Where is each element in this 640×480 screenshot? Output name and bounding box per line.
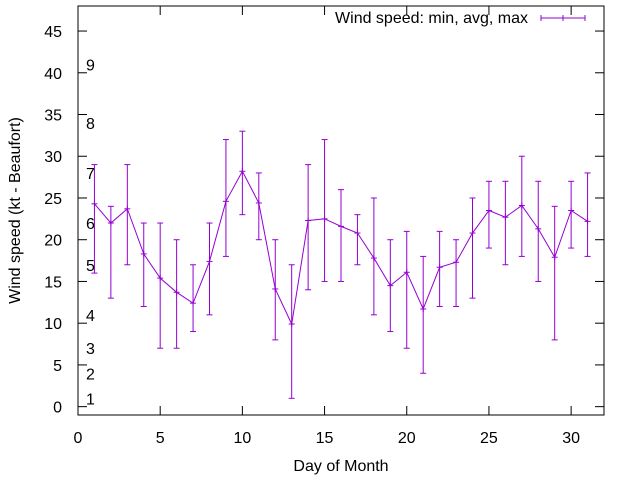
legend: Wind speed: min, avg, max bbox=[335, 10, 586, 27]
y-tick-label: 25 bbox=[44, 191, 62, 208]
beaufort-label: 3 bbox=[86, 341, 95, 358]
data-point-21 bbox=[420, 255, 427, 374]
data-point-17 bbox=[354, 214, 361, 266]
data-point-19 bbox=[387, 239, 394, 333]
data-point-13 bbox=[288, 264, 295, 399]
data-point-11 bbox=[255, 172, 262, 241]
data-point-28 bbox=[535, 180, 542, 282]
data-point-25 bbox=[485, 180, 492, 249]
y-tick-label: 20 bbox=[44, 233, 62, 250]
data-point-27 bbox=[518, 155, 525, 257]
beaufort-label: 1 bbox=[86, 391, 95, 408]
data-point-22 bbox=[436, 230, 443, 307]
x-axis-title: Day of Month bbox=[293, 458, 388, 475]
beaufort-label: 8 bbox=[86, 116, 95, 133]
y-tick-label: 35 bbox=[44, 108, 62, 125]
x-tick-label: 5 bbox=[156, 430, 165, 447]
y-axis-title: Wind speed (kt - Beaufort) bbox=[7, 117, 24, 304]
data-point-6 bbox=[173, 239, 180, 349]
beaufort-label: 7 bbox=[86, 166, 95, 183]
data-point-23 bbox=[453, 239, 460, 307]
data-point-10 bbox=[239, 130, 246, 216]
data-point-15 bbox=[321, 139, 328, 282]
y-tick-label: 5 bbox=[53, 358, 62, 375]
data-point-8 bbox=[206, 222, 213, 316]
legend-key bbox=[540, 15, 586, 21]
data-point-26 bbox=[502, 180, 509, 266]
x-tick-label: 30 bbox=[562, 430, 580, 447]
beaufort-label: 9 bbox=[86, 57, 95, 74]
data-point-20 bbox=[403, 230, 410, 349]
data-point-5 bbox=[157, 222, 164, 349]
legend-label: Wind speed: min, avg, max bbox=[335, 10, 528, 27]
data-point-12 bbox=[272, 239, 279, 341]
data-point-18 bbox=[370, 197, 377, 316]
data-point-24 bbox=[469, 197, 476, 299]
y-tick-label: 30 bbox=[44, 149, 62, 166]
x-tick-label: 25 bbox=[480, 430, 498, 447]
x-tick-label: 20 bbox=[398, 430, 416, 447]
data-point-1 bbox=[91, 164, 98, 274]
y-tick-label: 45 bbox=[44, 24, 62, 41]
data-point-7 bbox=[190, 264, 197, 333]
y-tick-label: 10 bbox=[44, 316, 62, 333]
data-point-3 bbox=[124, 164, 131, 266]
data-point-4 bbox=[140, 222, 147, 307]
x-tick-label: 0 bbox=[74, 430, 83, 447]
data-point-9 bbox=[222, 139, 229, 257]
data-point-16 bbox=[338, 189, 344, 282]
data-point-2 bbox=[107, 205, 114, 299]
data-point-31 bbox=[584, 172, 591, 257]
y-tick-label: 40 bbox=[44, 66, 62, 83]
data-point-14 bbox=[305, 164, 312, 291]
x-tick-label: 10 bbox=[233, 430, 251, 447]
beaufort-label: 4 bbox=[86, 308, 95, 325]
beaufort-label: 2 bbox=[86, 366, 95, 383]
beaufort-label: 6 bbox=[86, 216, 95, 233]
series-layer bbox=[91, 130, 591, 399]
plot-frame bbox=[77, 5, 605, 416]
beaufort-label: 5 bbox=[86, 258, 95, 275]
data-point-30 bbox=[568, 180, 575, 249]
x-tick-label: 15 bbox=[316, 430, 334, 447]
y-tick-label: 0 bbox=[53, 400, 62, 417]
data-point-29 bbox=[551, 205, 558, 341]
y-tick-label: 15 bbox=[44, 274, 62, 291]
